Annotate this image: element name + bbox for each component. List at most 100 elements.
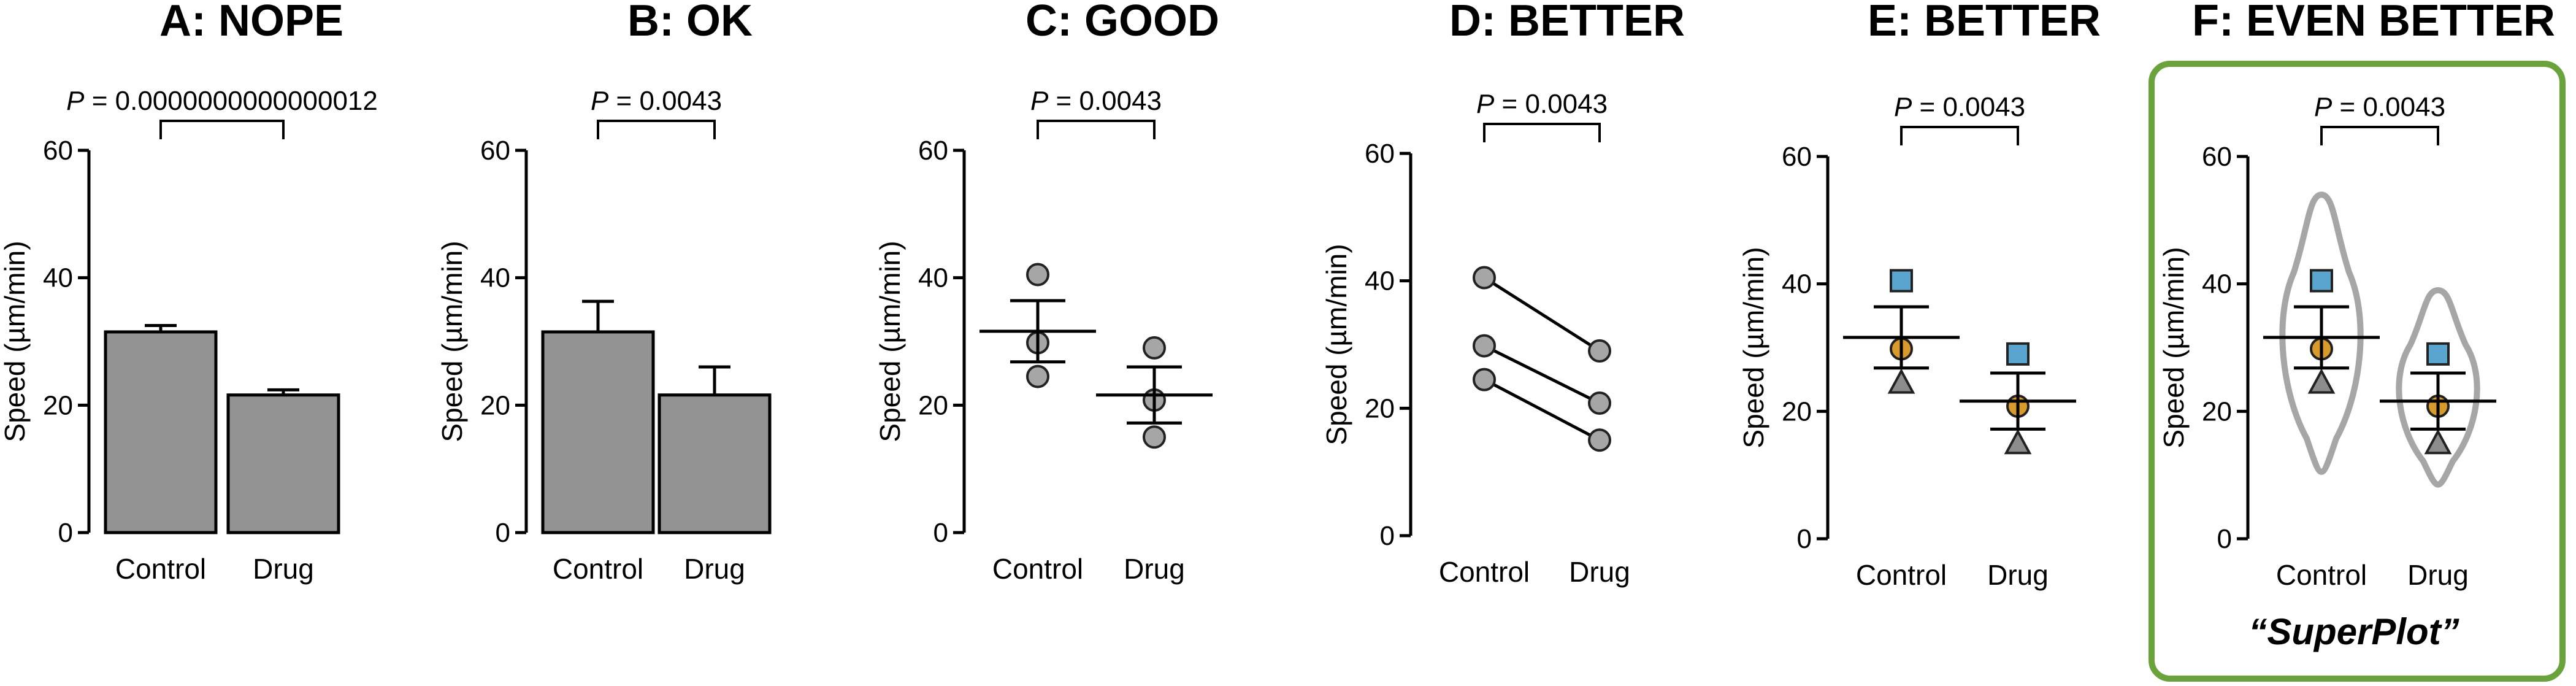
data-point	[1588, 339, 1611, 363]
x-category-label: Control	[115, 553, 206, 585]
paired-line	[1483, 276, 1601, 352]
x-category-label: Control	[2276, 559, 2367, 591]
y-tick-label: 60	[1365, 139, 1395, 169]
y-tick-label: 60	[43, 136, 73, 166]
p-value-text: P = 0.0043	[591, 86, 722, 116]
panel-title: E: BETTER	[1868, 0, 2101, 45]
replicate-square-marker	[2426, 342, 2450, 366]
p-value-symbol: P	[591, 86, 609, 116]
replicate-triangle-marker	[2307, 368, 2336, 394]
panel-f: F: EVEN BETTER 0 20 40 60 Speed (µm/min) Contr…	[2158, 0, 2555, 591]
p-value-number: = 0.0043	[1912, 92, 2025, 122]
violin-outline	[2396, 287, 2480, 488]
panel-title: B: OK	[627, 0, 753, 45]
x-category-label: Drug	[253, 553, 314, 585]
p-value-text: P = 0.0000000000000012	[66, 86, 378, 116]
p-value-symbol: P	[1030, 86, 1049, 116]
p-value-text: P = 0.0043	[1894, 92, 2025, 122]
x-category-label: Drug	[1987, 559, 2049, 591]
y-axis-label: Speed (µm/min)	[2158, 247, 2190, 448]
p-value-number: = 0.0043	[1494, 89, 1608, 119]
y-tick-label: 0	[1797, 524, 1812, 554]
panel-title: D: BETTER	[1449, 0, 1685, 45]
bar	[226, 393, 340, 534]
significance-bracket	[1483, 123, 1601, 142]
superplot-highlight-box	[2149, 61, 2566, 682]
panel-a: A: NOPE 0 20 40 60 Speed (µm/min) Control Drug P…	[0, 0, 378, 585]
x-category-label: Control	[553, 553, 643, 585]
p-value-text: P = 0.0043	[2314, 92, 2445, 122]
replicate-square-marker	[2310, 269, 2333, 293]
p-value-number: = 0.0043	[1048, 86, 1162, 116]
significance-bracket	[1900, 126, 2019, 145]
y-tick-label: 40	[1782, 269, 1812, 299]
y-tick-label: 40	[480, 263, 510, 293]
significance-bracket	[597, 120, 716, 139]
panel-title: A: NOPE	[159, 0, 343, 45]
panel-d: D: BETTER 0 20 40 60 Speed (µm/min) Control Dru…	[1321, 0, 1685, 588]
data-point	[1473, 334, 1496, 358]
p-value-number: = 0.0043	[608, 86, 722, 116]
data-point	[1588, 391, 1611, 415]
y-tick-label: 40	[43, 263, 73, 293]
p-value-text: P = 0.0043	[1476, 89, 1608, 119]
y-tick-label: 60	[918, 136, 948, 166]
y-tick-label: 60	[1782, 142, 1812, 172]
panel-title: F: EVEN BETTER	[2192, 0, 2555, 45]
p-value-symbol: P	[66, 86, 85, 116]
violin-outline	[2279, 191, 2364, 475]
chart-panels: A: NOPE 0 20 40 60 Speed (µm/min) Control Drug P…	[0, 0, 2555, 591]
x-category-label: Control	[992, 553, 1083, 585]
y-axis-label: Speed (µm/min)	[1321, 244, 1352, 445]
p-value-number: = 0.0000000000000012	[84, 86, 377, 116]
paired-line	[1483, 378, 1601, 442]
y-tick-label: 20	[480, 390, 510, 420]
superplot-label: “SuperPlot”	[2248, 611, 2459, 652]
y-tick-label: 20	[2202, 396, 2232, 426]
x-category-label: Control	[1439, 556, 1530, 588]
p-value-number: = 0.0043	[2332, 92, 2445, 122]
y-tick-label: 20	[918, 390, 948, 420]
data-point	[1473, 266, 1496, 290]
y-tick-label: 60	[2202, 142, 2232, 172]
y-tick-label: 20	[43, 390, 73, 420]
data-point	[1143, 425, 1166, 449]
replicate-triangle-marker	[2004, 429, 2032, 455]
bar	[104, 330, 218, 534]
data-point	[1143, 336, 1166, 360]
y-tick-label: 0	[2217, 524, 2232, 554]
x-category-label: Drug	[684, 553, 745, 585]
y-tick-label: 0	[58, 518, 73, 548]
y-axis-label: Speed (µm/min)	[436, 241, 468, 442]
x-category-label: Control	[1856, 559, 1947, 591]
x-category-label: Drug	[2407, 559, 2469, 591]
replicate-triangle-marker	[1887, 368, 1915, 394]
bar	[541, 330, 655, 534]
y-tick-label: 0	[1380, 521, 1395, 551]
bar	[657, 393, 772, 534]
y-tick-label: 20	[1365, 393, 1395, 423]
data-point	[1588, 428, 1611, 452]
paired-line	[1483, 344, 1601, 405]
panel-e: E: BETTER 0 20 40 60 Speed (µm/min) Control Dru…	[1738, 0, 2101, 591]
x-category-label: Drug	[1569, 556, 1630, 588]
replicate-square-marker	[1890, 269, 1913, 293]
y-tick-label: 40	[2202, 269, 2232, 299]
data-point	[1026, 364, 1049, 388]
replicate-square-marker	[2006, 342, 2030, 366]
y-tick-label: 0	[933, 518, 948, 548]
p-value-symbol: P	[1476, 89, 1495, 119]
panel-title: C: GOOD	[1025, 0, 1219, 45]
y-axis-label: Speed (µm/min)	[874, 241, 906, 442]
data-point	[1026, 263, 1049, 287]
y-tick-label: 40	[1365, 266, 1395, 296]
y-axis-label: Speed (µm/min)	[1738, 247, 1769, 448]
y-axis-label: Speed (µm/min)	[0, 241, 31, 442]
p-value-symbol: P	[1894, 92, 1912, 122]
y-tick-label: 40	[918, 263, 948, 293]
y-tick-label: 20	[1782, 396, 1812, 426]
x-category-label: Drug	[1124, 553, 1185, 585]
panel-c: C: GOOD 0 20 40 60 Speed (µm/min) Control Drug P…	[874, 0, 1219, 585]
significance-bracket	[1037, 120, 1156, 139]
